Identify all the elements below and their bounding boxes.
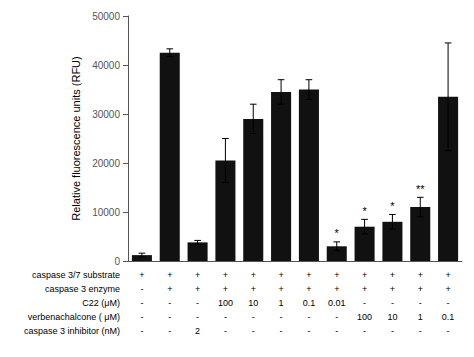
svg-text:*: *	[362, 205, 367, 217]
svg-text:10000: 10000	[92, 207, 120, 218]
svg-text:+: +	[251, 284, 256, 294]
svg-text:+: +	[278, 284, 283, 294]
svg-text:-: -	[168, 312, 171, 322]
svg-text:-: -	[168, 326, 171, 336]
svg-text:-: -	[140, 326, 143, 336]
svg-text:+: +	[306, 270, 311, 280]
svg-text:+: +	[223, 270, 228, 280]
svg-text:+: +	[445, 270, 450, 280]
svg-text:+: +	[278, 270, 283, 280]
svg-text:+: +	[139, 270, 144, 280]
svg-text:+: +	[251, 270, 256, 280]
svg-text:caspase 3 inhibitor (nM): caspase 3 inhibitor (nM)	[24, 326, 120, 336]
svg-text:0.1: 0.1	[442, 312, 455, 322]
svg-text:**: **	[416, 183, 425, 195]
svg-text:caspase 3 enzyme: caspase 3 enzyme	[45, 284, 120, 294]
svg-text:-: -	[447, 326, 450, 336]
svg-text:+: +	[362, 270, 367, 280]
svg-text:+: +	[167, 284, 172, 294]
svg-text:0.1: 0.1	[303, 298, 316, 308]
svg-text:-: -	[363, 326, 366, 336]
svg-text:-: -	[280, 326, 283, 336]
svg-text:-: -	[252, 326, 255, 336]
svg-text:-: -	[224, 326, 227, 336]
svg-text:caspase 3/7 substrate: caspase 3/7 substrate	[32, 270, 120, 280]
svg-text:30000: 30000	[92, 109, 120, 120]
svg-text:-: -	[419, 326, 422, 336]
svg-text:+: +	[306, 284, 311, 294]
svg-text:-: -	[335, 326, 338, 336]
svg-text:+: +	[418, 284, 423, 294]
svg-text:-: -	[140, 312, 143, 322]
svg-text:-: -	[447, 298, 450, 308]
svg-text:20000: 20000	[92, 158, 120, 169]
svg-text:-: -	[363, 298, 366, 308]
svg-text:+: +	[223, 284, 228, 294]
svg-text:-: -	[196, 298, 199, 308]
svg-text:2: 2	[195, 326, 200, 336]
svg-text:-: -	[140, 284, 143, 294]
svg-text:+: +	[390, 270, 395, 280]
svg-text:1: 1	[279, 298, 284, 308]
svg-text:-: -	[307, 326, 310, 336]
svg-text:+: +	[334, 270, 339, 280]
svg-text:10: 10	[387, 312, 397, 322]
svg-text:0: 0	[114, 256, 120, 267]
svg-text:+: +	[195, 284, 200, 294]
svg-text:+: +	[445, 284, 450, 294]
svg-text:-: -	[391, 298, 394, 308]
svg-text:10: 10	[248, 298, 258, 308]
svg-text:*: *	[390, 200, 395, 212]
svg-text:+: +	[195, 270, 200, 280]
svg-text:-: -	[280, 312, 283, 322]
svg-text:-: -	[307, 312, 310, 322]
svg-text:-: -	[140, 298, 143, 308]
svg-text:0.01: 0.01	[328, 298, 346, 308]
svg-text:100: 100	[357, 312, 372, 322]
svg-text:1: 1	[418, 312, 423, 322]
svg-text:+: +	[390, 284, 395, 294]
svg-text:-: -	[168, 298, 171, 308]
svg-text:+: +	[167, 270, 172, 280]
svg-text:+: +	[362, 284, 367, 294]
svg-text:40000: 40000	[92, 60, 120, 71]
svg-text:+: +	[334, 284, 339, 294]
svg-text:50000: 50000	[92, 11, 120, 22]
svg-text:-: -	[196, 312, 199, 322]
svg-text:-: -	[391, 326, 394, 336]
svg-text:-: -	[419, 298, 422, 308]
svg-text:verbenachalcone ( μM): verbenachalcone ( μM)	[28, 312, 120, 322]
svg-text:-: -	[335, 312, 338, 322]
svg-text:-: -	[252, 312, 255, 322]
svg-text:C22 (μM): C22 (μM)	[82, 298, 120, 308]
svg-text:-: -	[224, 312, 227, 322]
svg-text:+: +	[418, 270, 423, 280]
svg-text:100: 100	[218, 298, 233, 308]
svg-text:Relative fluorescence units (R: Relative fluorescence units (RFU)	[70, 56, 82, 220]
svg-text:*: *	[335, 227, 340, 239]
